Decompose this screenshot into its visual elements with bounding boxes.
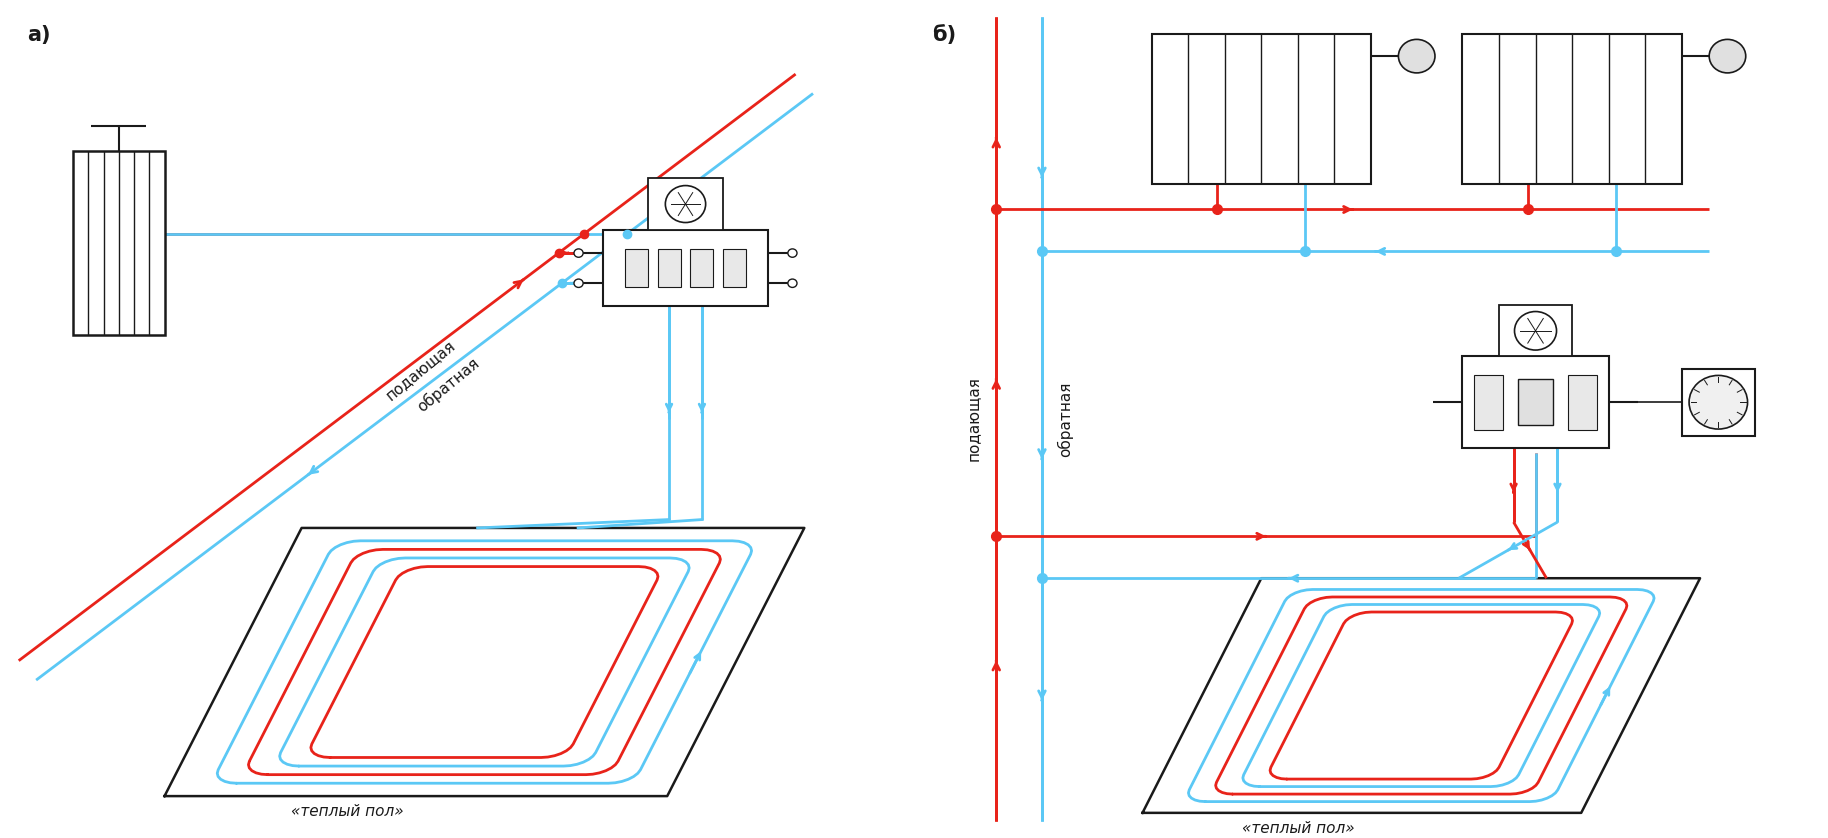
Bar	[1473, 375, 1503, 430]
Circle shape	[1689, 375, 1748, 429]
Text: «теплый пол»: «теплый пол»	[291, 804, 404, 820]
Bar	[1152, 34, 1371, 184]
Bar	[1682, 369, 1755, 436]
Circle shape	[574, 249, 583, 257]
Bar	[724, 250, 746, 287]
Text: «теплый пол»: «теплый пол»	[1241, 821, 1355, 836]
Text: подающая: подающая	[965, 376, 982, 462]
Circle shape	[1515, 312, 1556, 350]
Bar	[1568, 375, 1598, 430]
Text: обратная: обратная	[413, 354, 483, 415]
Circle shape	[788, 249, 797, 257]
Bar	[73, 151, 165, 335]
Bar	[1517, 379, 1554, 426]
Text: а): а)	[27, 25, 51, 45]
Polygon shape	[1142, 578, 1700, 813]
Circle shape	[574, 279, 583, 287]
Circle shape	[665, 185, 706, 223]
Polygon shape	[165, 528, 804, 796]
Bar	[1499, 306, 1572, 356]
Circle shape	[1709, 39, 1746, 73]
Text: обратная: обратная	[1057, 381, 1073, 457]
Bar	[603, 230, 768, 306]
Text: подающая: подающая	[384, 337, 459, 403]
Bar	[1462, 34, 1682, 184]
Circle shape	[1398, 39, 1435, 73]
Bar	[625, 250, 647, 287]
Bar	[1462, 356, 1609, 448]
Bar	[691, 250, 713, 287]
Circle shape	[788, 279, 797, 287]
Text: б): б)	[932, 25, 956, 45]
Bar	[658, 250, 680, 287]
Bar	[649, 178, 722, 230]
